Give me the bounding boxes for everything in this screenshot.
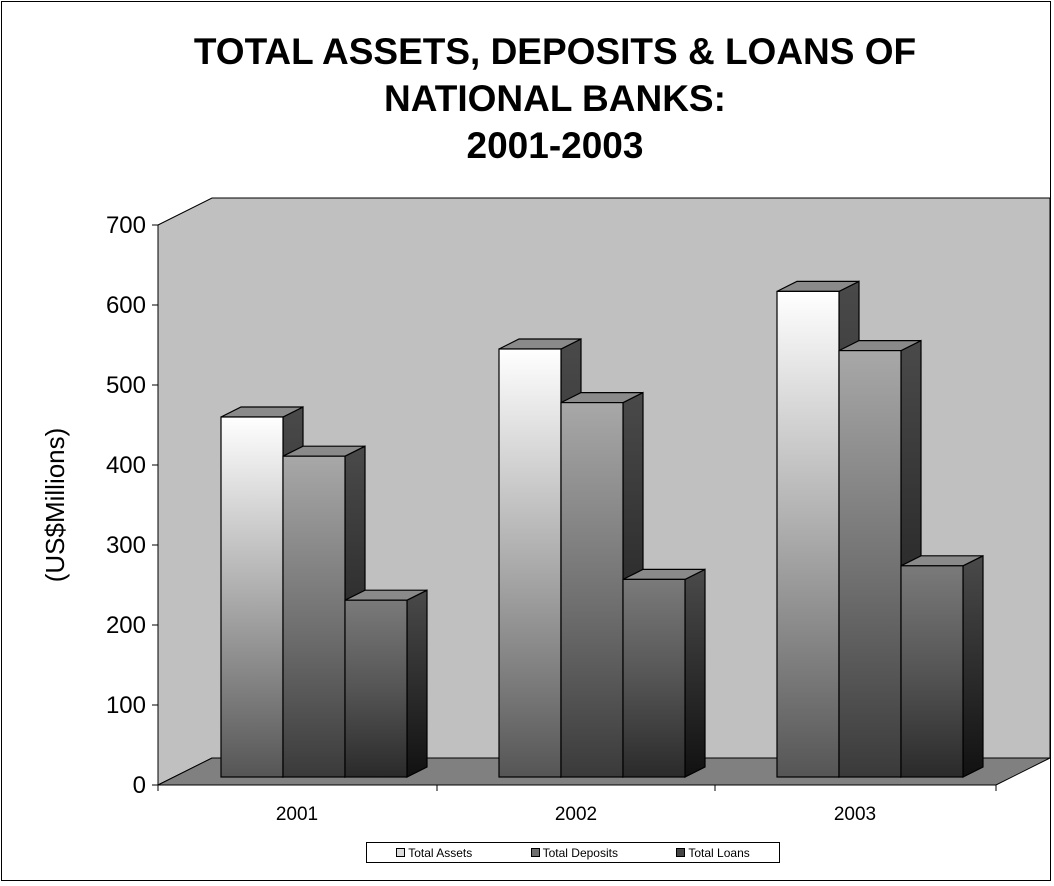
- y-tick-label: 600: [106, 292, 146, 319]
- x-tick-label: 2002: [555, 804, 597, 825]
- bar-front: [776, 290, 840, 778]
- chart-title: TOTAL ASSETS, DEPOSITS & LOANS OF NATION…: [0, 28, 1054, 169]
- chart-title-line-2: NATIONAL BANKS:: [384, 78, 726, 119]
- bar-front: [344, 599, 408, 778]
- legend-item-total-assets: Total Assets: [396, 846, 472, 860]
- bar: [622, 568, 706, 778]
- y-axis: 0 100 200 300 400 500 600 700: [106, 212, 159, 799]
- legend-item-total-deposits: Total Deposits: [530, 845, 618, 860]
- y-tick-label: 400: [106, 452, 146, 479]
- x-axis: 2001 2002 2003: [157, 784, 997, 825]
- y-tick-label: 200: [106, 612, 146, 639]
- bar-front: [220, 416, 284, 778]
- y-tick-label: 300: [106, 532, 146, 559]
- x-tick-label: 2003: [834, 804, 876, 825]
- bars: [220, 280, 984, 778]
- legend-label-total-assets: Total Assets: [408, 845, 473, 860]
- bar-front: [498, 348, 562, 778]
- y-axis-label: (US$Millions): [40, 428, 70, 583]
- bar-front: [900, 565, 964, 778]
- y-tick-label: 0: [133, 772, 146, 799]
- bar-side: [684, 568, 706, 778]
- legend-swatch-total-assets: [396, 848, 406, 857]
- legend-item-total-loans: Total Loans: [676, 845, 750, 860]
- legend-swatch-total-deposits: [530, 848, 540, 857]
- bar-front: [282, 455, 346, 778]
- legend-label-total-loans: Total Loans: [688, 845, 750, 860]
- y-tick-label: 100: [106, 692, 146, 719]
- chart-title-line-1: TOTAL ASSETS, DEPOSITS & LOANS OF: [193, 31, 917, 72]
- chart-legend: Total Assets Total Deposits Total Loans: [366, 842, 780, 863]
- bar-side: [962, 554, 984, 778]
- bar-front: [838, 350, 902, 778]
- chart-title-line-3: 2001-2003: [466, 125, 644, 166]
- bar: [838, 339, 922, 778]
- bar-front: [622, 578, 686, 778]
- bar: [900, 554, 984, 778]
- legend-label-total-deposits: Total Deposits: [542, 845, 618, 860]
- legend-swatch-total-loans: [676, 848, 686, 857]
- bar-side: [406, 589, 428, 778]
- x-tick-label: 2001: [276, 804, 318, 825]
- bar: [344, 589, 428, 778]
- bar-front: [560, 402, 624, 778]
- y-tick-label: 700: [106, 212, 146, 239]
- bar: [560, 391, 644, 778]
- y-tick-label: 500: [106, 372, 146, 399]
